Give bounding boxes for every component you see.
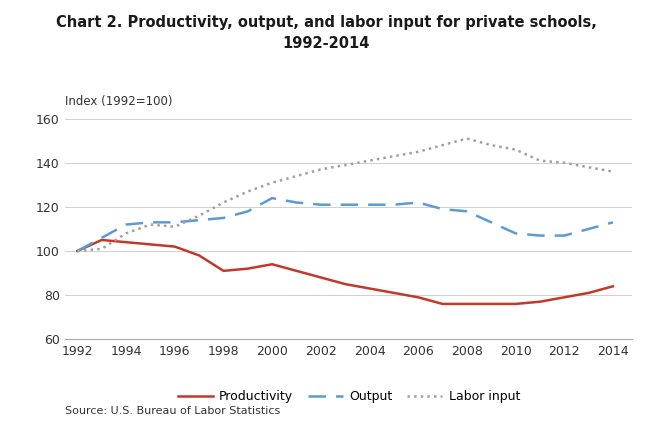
Text: Source: U.S. Bureau of Labor Statistics: Source: U.S. Bureau of Labor Statistics xyxy=(65,405,280,416)
Text: Index (1992=100): Index (1992=100) xyxy=(65,95,173,108)
Text: Chart 2. Productivity, output, and labor input for private schools,
1992-2014: Chart 2. Productivity, output, and labor… xyxy=(55,15,597,51)
Legend: Productivity, Output, Labor input: Productivity, Output, Labor input xyxy=(173,385,525,408)
